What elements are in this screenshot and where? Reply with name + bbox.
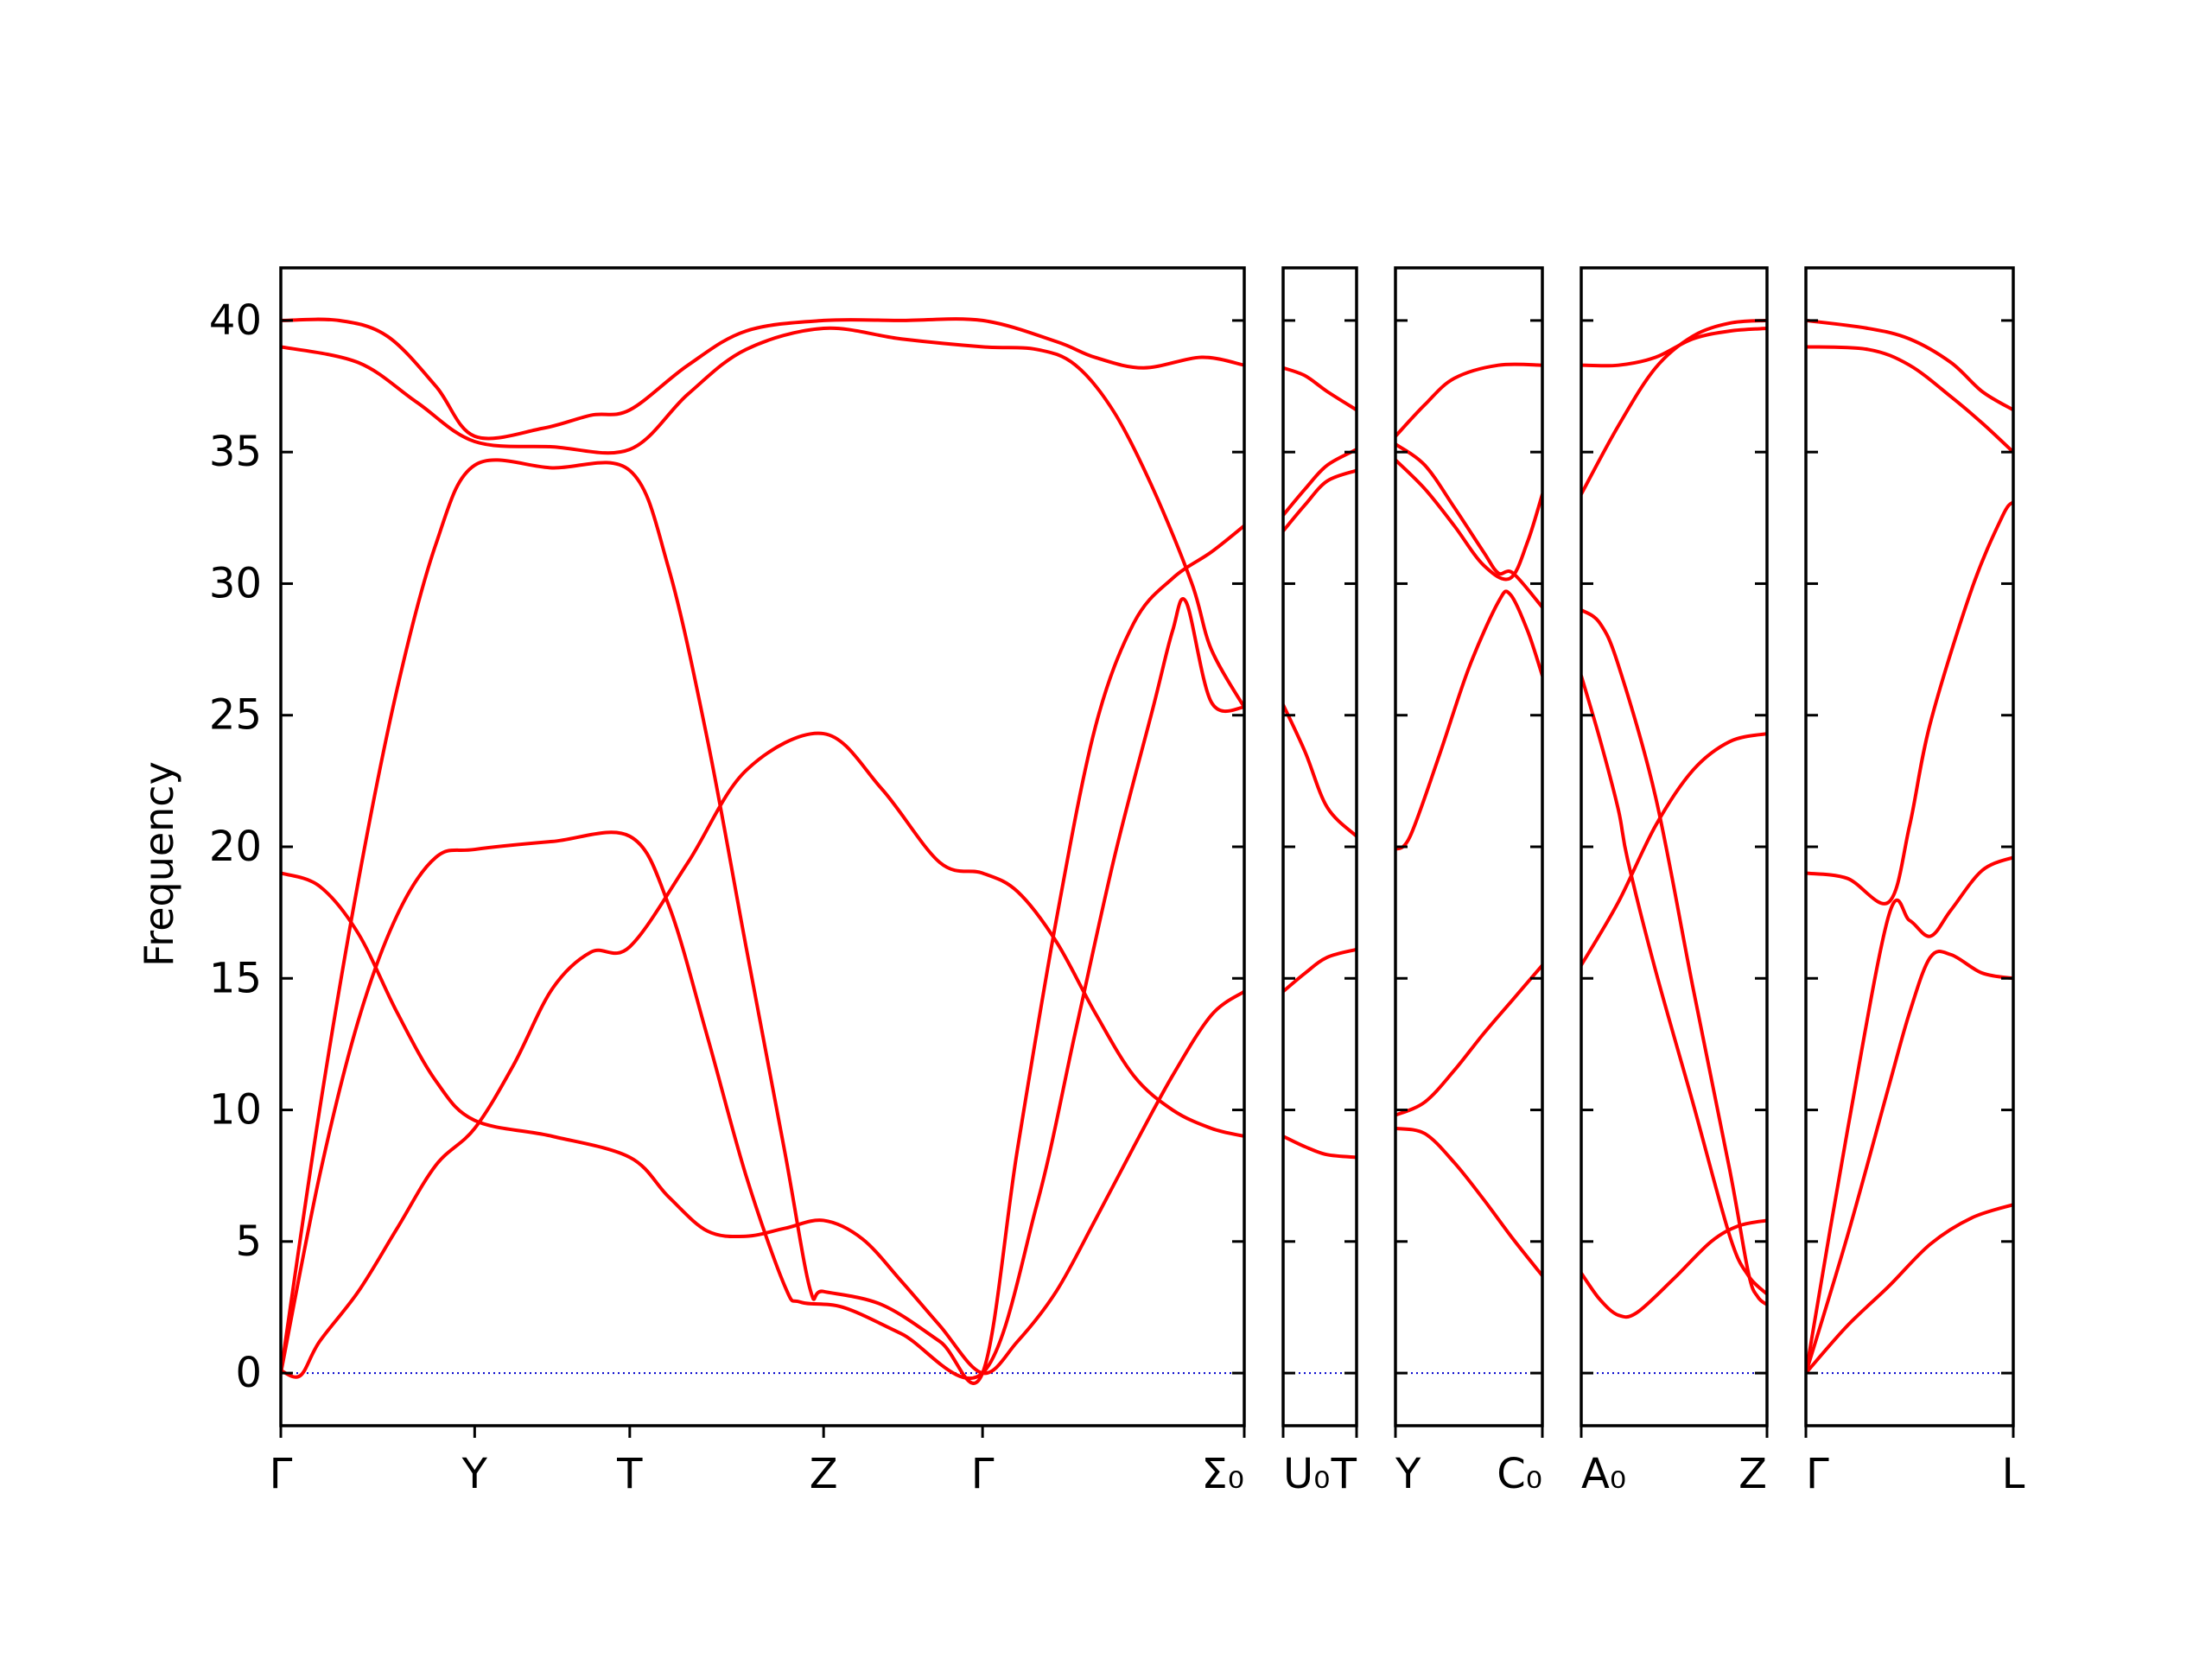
band-2-line: [1806, 345, 2013, 454]
x-tick-label: Γ: [270, 1450, 293, 1498]
band-3-line: [281, 458, 1244, 1385]
y-tick-label: 25: [209, 691, 262, 740]
band-6-line: [1806, 1203, 2013, 1376]
band-3-line: [1395, 458, 1542, 582]
panel-frame: [1394, 266, 1544, 1427]
y-tick-label: 0: [235, 1349, 262, 1397]
band-6-line: [281, 731, 1244, 1379]
bands: [1806, 318, 2013, 1376]
y-tick-label: 15: [209, 954, 262, 1002]
y-tick-label: 30: [209, 559, 262, 607]
band-4-line: [1395, 589, 1542, 852]
band-1-line: [1581, 327, 1767, 368]
x-tick-label: U₀: [1283, 1450, 1330, 1498]
bands: [1395, 362, 1542, 1278]
band-2-line: [281, 326, 1244, 709]
x-tick-label: T: [616, 1450, 643, 1498]
bands: [1581, 318, 1767, 1319]
band-5-line: [281, 871, 1244, 1376]
band-5-line: [1581, 732, 1767, 968]
x-tick-label: Z: [810, 1450, 838, 1498]
band-6-line: [1581, 1218, 1767, 1319]
x-tick-label: T: [1331, 1450, 1357, 1498]
band-5-line: [1806, 950, 2013, 1376]
x-tick-label: Z: [1738, 1450, 1767, 1498]
x-tick-label: A₀: [1581, 1450, 1626, 1498]
band-5-line: [1283, 947, 1357, 994]
y-tick-label: 35: [209, 428, 262, 476]
y-tick-label: 40: [209, 296, 262, 345]
x-tick-label: Y: [461, 1450, 488, 1498]
band-6-line: [1283, 1135, 1357, 1160]
bands: [281, 317, 1244, 1385]
band-3-line: [1806, 500, 2013, 906]
panel-frame: [1804, 266, 2015, 1427]
band-4-line: [1581, 674, 1767, 1296]
y-tick-label: 5: [235, 1217, 262, 1266]
band-2-line: [1283, 448, 1357, 518]
panel-frame: [1580, 266, 1769, 1427]
y-tick-label: 20: [209, 823, 262, 871]
x-tick-label: L: [2002, 1450, 2025, 1498]
band-1-line: [281, 317, 1244, 441]
band-6-line: [1395, 1126, 1542, 1278]
panel-frame: [279, 266, 1246, 1427]
band-1-line: [1395, 362, 1542, 438]
x-tick-label: Γ: [1806, 1450, 1829, 1498]
band-5-line: [1395, 963, 1542, 1117]
x-tick-label: C₀: [1497, 1450, 1542, 1498]
band-2-line: [1581, 318, 1767, 496]
band-3-line: [1283, 468, 1357, 533]
band-1-line: [1283, 365, 1357, 412]
panel-4: A₀ Z: [1580, 266, 1769, 1498]
x-tick-label: Y: [1395, 1450, 1421, 1498]
x-tick-label: Σ₀: [1201, 1450, 1244, 1498]
bands: [1283, 365, 1357, 1160]
y-axis-label: Frequency: [136, 761, 182, 967]
y-tick-label: 10: [209, 1086, 262, 1135]
panel-3: Y C₀: [1394, 266, 1544, 1498]
band-2-line: [1395, 442, 1542, 609]
band-4-line: [1283, 702, 1357, 838]
band-1-line: [1806, 318, 2013, 412]
panel-frame: [1281, 266, 1358, 1427]
band-4-line: [281, 597, 1244, 1381]
x-tick-label: Γ: [971, 1450, 995, 1498]
band-3-line: [1581, 607, 1767, 1306]
band-4-line: [1806, 855, 2013, 1376]
panel-1: Γ Y T Z Γ Σ₀ 0 5 10 15 20 25 30 35 40: [209, 266, 1246, 1498]
panel-2: U₀ T: [1281, 266, 1358, 1498]
